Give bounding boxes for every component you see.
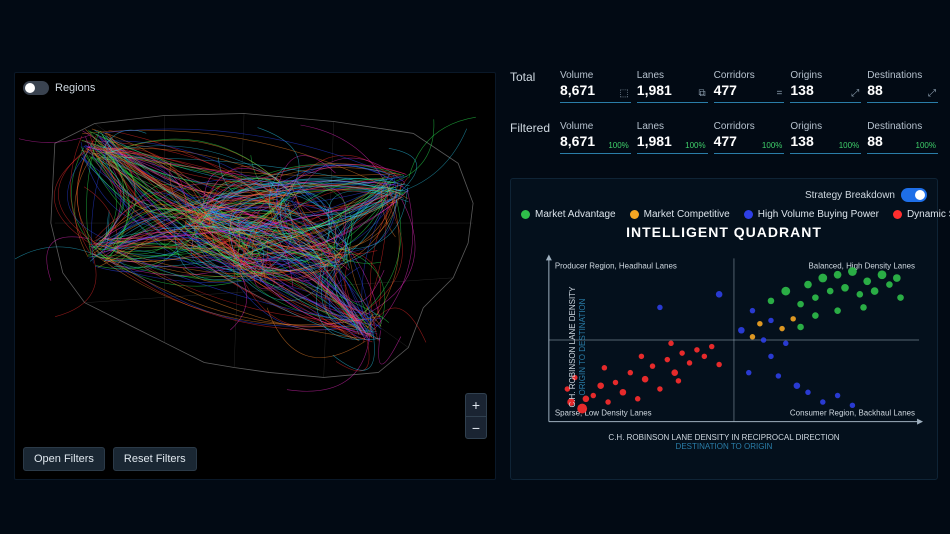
- legend-label: High Volume Buying Power: [758, 209, 879, 220]
- zoom-in-button[interactable]: +: [466, 394, 486, 416]
- strategy-breakdown-label: Strategy Breakdown: [805, 190, 895, 201]
- legend-dot-icon: [893, 210, 902, 219]
- stat-label: Destinations: [867, 70, 938, 81]
- stat-label: Origins: [790, 70, 861, 81]
- stats-block: TotalVolume8,671⬚Lanes1,981⧉Corridors477…: [510, 68, 938, 170]
- legend-dot-icon: [521, 210, 530, 219]
- quadrant-top: Strategy Breakdown: [521, 187, 927, 203]
- map-buttons: Open Filters Reset Filters: [23, 447, 197, 471]
- stat-value: 477: [714, 82, 785, 98]
- stat-cell[interactable]: Lanes1,981⧉: [637, 68, 708, 103]
- stat-pct: 100%: [762, 141, 782, 150]
- stat-label: Lanes: [637, 70, 708, 81]
- legend-label: Dynamic Spot: [907, 209, 950, 220]
- quadrant-panel: Strategy Breakdown Market AdvantageMarke…: [510, 178, 938, 480]
- stat-pct: 100%: [916, 141, 936, 150]
- legend-dot-icon: [630, 210, 639, 219]
- stat-label: Volume: [560, 70, 631, 81]
- quadrant-plot: C.H. ROBINSON LANE DENSITYORIGIN TO DEST…: [521, 244, 927, 450]
- svg-text:Producer Region, Headhaul Lane: Producer Region, Headhaul Lanes: [555, 261, 677, 270]
- stat-pct: 100%: [608, 141, 628, 150]
- regions-toggle-pill[interactable]: [23, 81, 49, 95]
- zoom-control: + −: [465, 393, 487, 439]
- regions-toggle[interactable]: Regions: [23, 81, 95, 95]
- expand-icon: ⤢: [928, 88, 936, 99]
- quadrant-title: INTELLIGENT QUADRANT: [521, 224, 927, 240]
- stat-cell[interactable]: Corridors477100%: [714, 119, 785, 154]
- reset-filters-button[interactable]: Reset Filters: [113, 447, 197, 471]
- svg-text:Sparse, Low Density Lanes: Sparse, Low Density Lanes: [555, 409, 652, 418]
- stat-label: Corridors: [714, 70, 785, 81]
- stat-label: Corridors: [714, 121, 785, 132]
- lane-map[interactable]: [15, 73, 495, 403]
- expand-icon: ⤢: [851, 88, 859, 99]
- strategy-breakdown-toggle[interactable]: [901, 188, 927, 202]
- map-panel: Regions + − Open Filters Reset Filters: [14, 72, 496, 480]
- equals-icon: =: [777, 88, 783, 99]
- stat-pct: 100%: [839, 141, 859, 150]
- legend-label: Market Competitive: [644, 209, 730, 220]
- stats-row: FilteredVolume8,671100%Lanes1,981100%Cor…: [510, 119, 938, 154]
- legend-item[interactable]: Market Advantage: [521, 209, 616, 220]
- legend-item[interactable]: High Volume Buying Power: [744, 209, 879, 220]
- stat-cell[interactable]: Volume8,671⬚: [560, 68, 631, 103]
- stats-row-title: Total: [510, 68, 560, 84]
- x-axis-label: C.H. ROBINSON LANE DENSITY IN RECIPROCAL…: [521, 433, 927, 452]
- stat-label: Lanes: [637, 121, 708, 132]
- stat-cell[interactable]: Origins138⤢: [790, 68, 861, 103]
- copy-icon: ⧉: [698, 88, 705, 99]
- legend-label: Market Advantage: [535, 209, 616, 220]
- stat-label: Destinations: [867, 121, 938, 132]
- stat-label: Origins: [790, 121, 861, 132]
- zoom-out-button[interactable]: −: [466, 416, 486, 438]
- stat-cell[interactable]: Destinations88⤢: [867, 68, 938, 103]
- open-filters-button[interactable]: Open Filters: [23, 447, 105, 471]
- stat-cell[interactable]: Destinations88100%: [867, 119, 938, 154]
- legend-item[interactable]: Market Competitive: [630, 209, 730, 220]
- quadrant-legend: Market Advantage Market Competitive High V…: [521, 209, 927, 220]
- legend-dot-icon: [744, 210, 753, 219]
- stat-pct: 100%: [685, 141, 705, 150]
- svg-text:Balanced, High Density Lanes: Balanced, High Density Lanes: [808, 261, 915, 270]
- stats-row-title: Filtered: [510, 119, 560, 135]
- stats-row: TotalVolume8,671⬚Lanes1,981⧉Corridors477…: [510, 68, 938, 103]
- cube-icon: ⬚: [619, 88, 628, 99]
- stat-value: 1,981: [637, 82, 708, 98]
- legend-item[interactable]: Dynamic Spot: [893, 209, 950, 220]
- stat-cell[interactable]: Origins138100%: [790, 119, 861, 154]
- regions-toggle-label: Regions: [55, 82, 95, 94]
- stat-cell[interactable]: Lanes1,981100%: [637, 119, 708, 154]
- svg-text:Consumer Region, Backhaul Lane: Consumer Region, Backhaul Lanes: [790, 409, 915, 418]
- stat-label: Volume: [560, 121, 631, 132]
- y-axis-label: C.H. ROBINSON LANE DENSITYORIGIN TO DEST…: [568, 287, 587, 408]
- stat-cell[interactable]: Volume8,671100%: [560, 119, 631, 154]
- stat-cell[interactable]: Corridors477=: [714, 68, 785, 103]
